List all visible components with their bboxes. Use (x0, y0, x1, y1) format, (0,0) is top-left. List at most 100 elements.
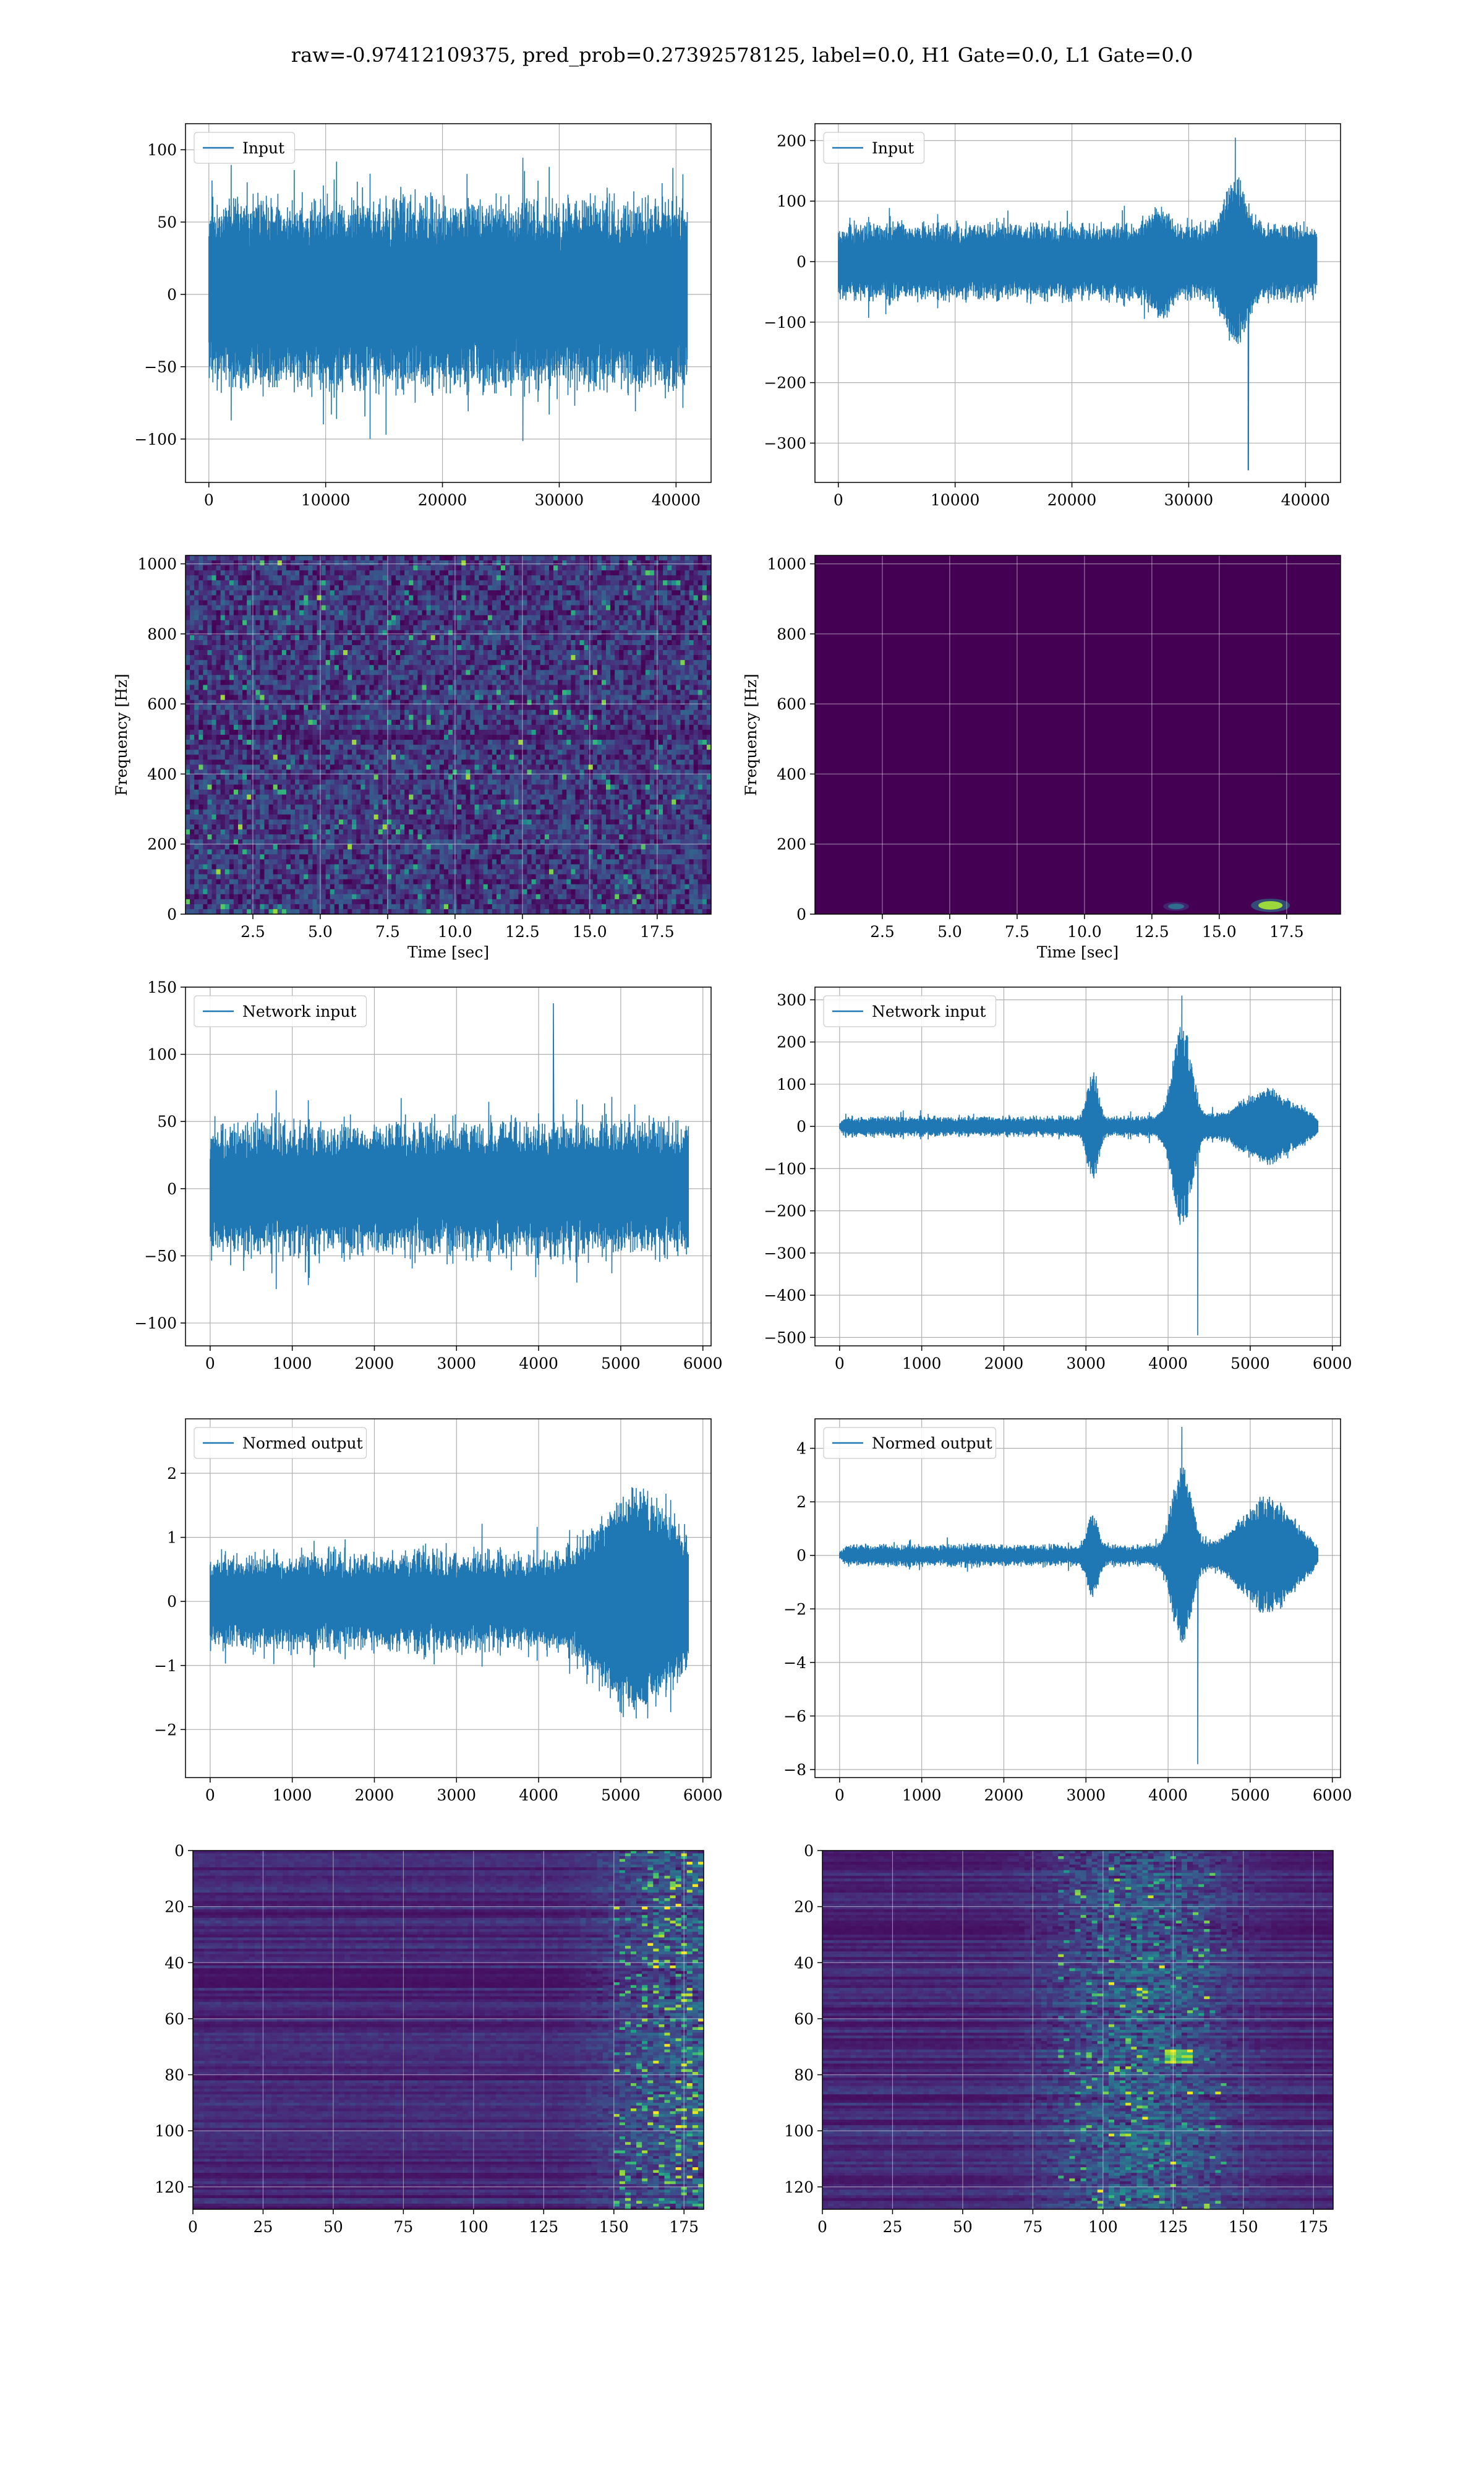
heatmap-cell (492, 555, 497, 561)
heatmap-cell (487, 714, 493, 721)
heatmap-cell (260, 645, 265, 651)
heatmap-cell (496, 595, 501, 601)
heatmap-cell (510, 695, 514, 701)
heatmap-cell (224, 650, 230, 656)
heatmap-cell (514, 724, 519, 730)
heatmap-cell (575, 690, 581, 696)
heatmap-cell (470, 650, 475, 656)
heatmap-cell (435, 729, 440, 735)
heatmap-cell (369, 735, 375, 740)
heatmap-cell (689, 655, 694, 661)
series-line (838, 137, 1318, 471)
heatmap-cell (233, 704, 239, 711)
heatmap-cell (242, 745, 247, 750)
heatmap-cell (461, 690, 466, 696)
heatmap-cell (430, 660, 436, 666)
heatmap-cell (211, 620, 217, 626)
heatmap-cell (233, 595, 239, 601)
heatmap-cell (224, 555, 230, 561)
heatmap-cell (684, 750, 690, 755)
heatmap-cell (453, 750, 458, 755)
heatmap-cell (369, 685, 375, 691)
heatmap-cell (317, 570, 322, 576)
heatmap-cell (588, 655, 594, 661)
heatmap-cell (273, 670, 278, 675)
heatmap-cell (601, 745, 607, 750)
heatmap-cell (330, 685, 335, 691)
heatmap-cell (386, 719, 392, 726)
heatmap-cell (562, 675, 567, 680)
heatmap-cell (277, 719, 283, 726)
heatmap-cell (693, 585, 699, 591)
heatmap-cell (628, 745, 633, 750)
heatmap-cell (619, 714, 624, 721)
heatmap-cell (365, 555, 370, 561)
heatmap-cell (255, 655, 261, 661)
heatmap-cell (466, 750, 471, 755)
heatmap-cell (619, 610, 624, 616)
heatmap-cell (304, 709, 309, 716)
heatmap-cell (689, 719, 694, 726)
y-tick-label: 0 (167, 286, 177, 304)
heatmap-cell (548, 675, 554, 680)
heatmap-cell (649, 670, 655, 675)
heatmap-cell (308, 610, 313, 616)
heatmap-cell (684, 665, 690, 670)
heatmap-cell (190, 570, 195, 576)
heatmap-cell (649, 750, 655, 755)
heatmap-cell (242, 620, 247, 626)
heatmap-cell (632, 740, 638, 745)
heatmap-cell (286, 575, 291, 581)
heatmap-cell (338, 750, 344, 755)
heatmap-cell (483, 755, 488, 760)
heatmap-cell (268, 675, 274, 680)
heatmap-cell (558, 719, 563, 726)
heatmap-cell (321, 729, 326, 735)
heatmap-cell (439, 595, 445, 601)
heatmap-cell (544, 560, 550, 566)
heatmap-cell (211, 575, 217, 581)
heatmap-cell (400, 665, 405, 670)
heatmap-cell (264, 555, 270, 561)
heatmap-cell (229, 625, 234, 631)
heatmap-cell (391, 665, 396, 670)
heatmap-cell (518, 719, 524, 726)
heatmap-cell (224, 630, 230, 636)
heatmap-cell (487, 650, 493, 656)
heatmap-cell (584, 745, 589, 750)
heatmap-cell (338, 560, 344, 566)
heatmap-cell (404, 655, 409, 661)
heatmap-cell (680, 714, 686, 721)
heatmap-cell (689, 695, 694, 701)
heatmap-cell (636, 704, 642, 711)
heatmap-cell (592, 565, 598, 571)
x-tick-label: 40000 (1281, 491, 1331, 509)
heatmap-cell (575, 650, 581, 656)
heatmap-cell (483, 685, 488, 691)
heatmap-cell (295, 595, 300, 601)
heatmap-cell (277, 700, 283, 706)
heatmap-cell (443, 685, 449, 691)
heatmap-cell (356, 740, 361, 745)
heatmap-cell (680, 610, 686, 616)
heatmap-cell (220, 620, 226, 626)
heatmap-cell (369, 660, 375, 666)
heatmap-cell (544, 575, 550, 581)
heatmap-cell (404, 625, 409, 631)
heatmap-cell (558, 755, 563, 760)
heatmap-cell (422, 714, 427, 721)
heatmap-cell (628, 560, 633, 566)
heatmap-cell (291, 585, 296, 591)
heatmap-cell (247, 640, 252, 646)
heatmap-cell (514, 630, 519, 636)
heatmap-cell (457, 745, 462, 750)
heatmap-cell (430, 585, 436, 591)
heatmap-cell (474, 670, 480, 675)
heatmap-cell (430, 620, 436, 626)
heatmap-cell (584, 714, 589, 721)
heatmap-cell (273, 700, 278, 706)
heatmap-cell (426, 690, 432, 696)
heatmap-cell (211, 735, 217, 740)
heatmap-cell (413, 685, 419, 691)
heatmap-cell (479, 570, 484, 576)
